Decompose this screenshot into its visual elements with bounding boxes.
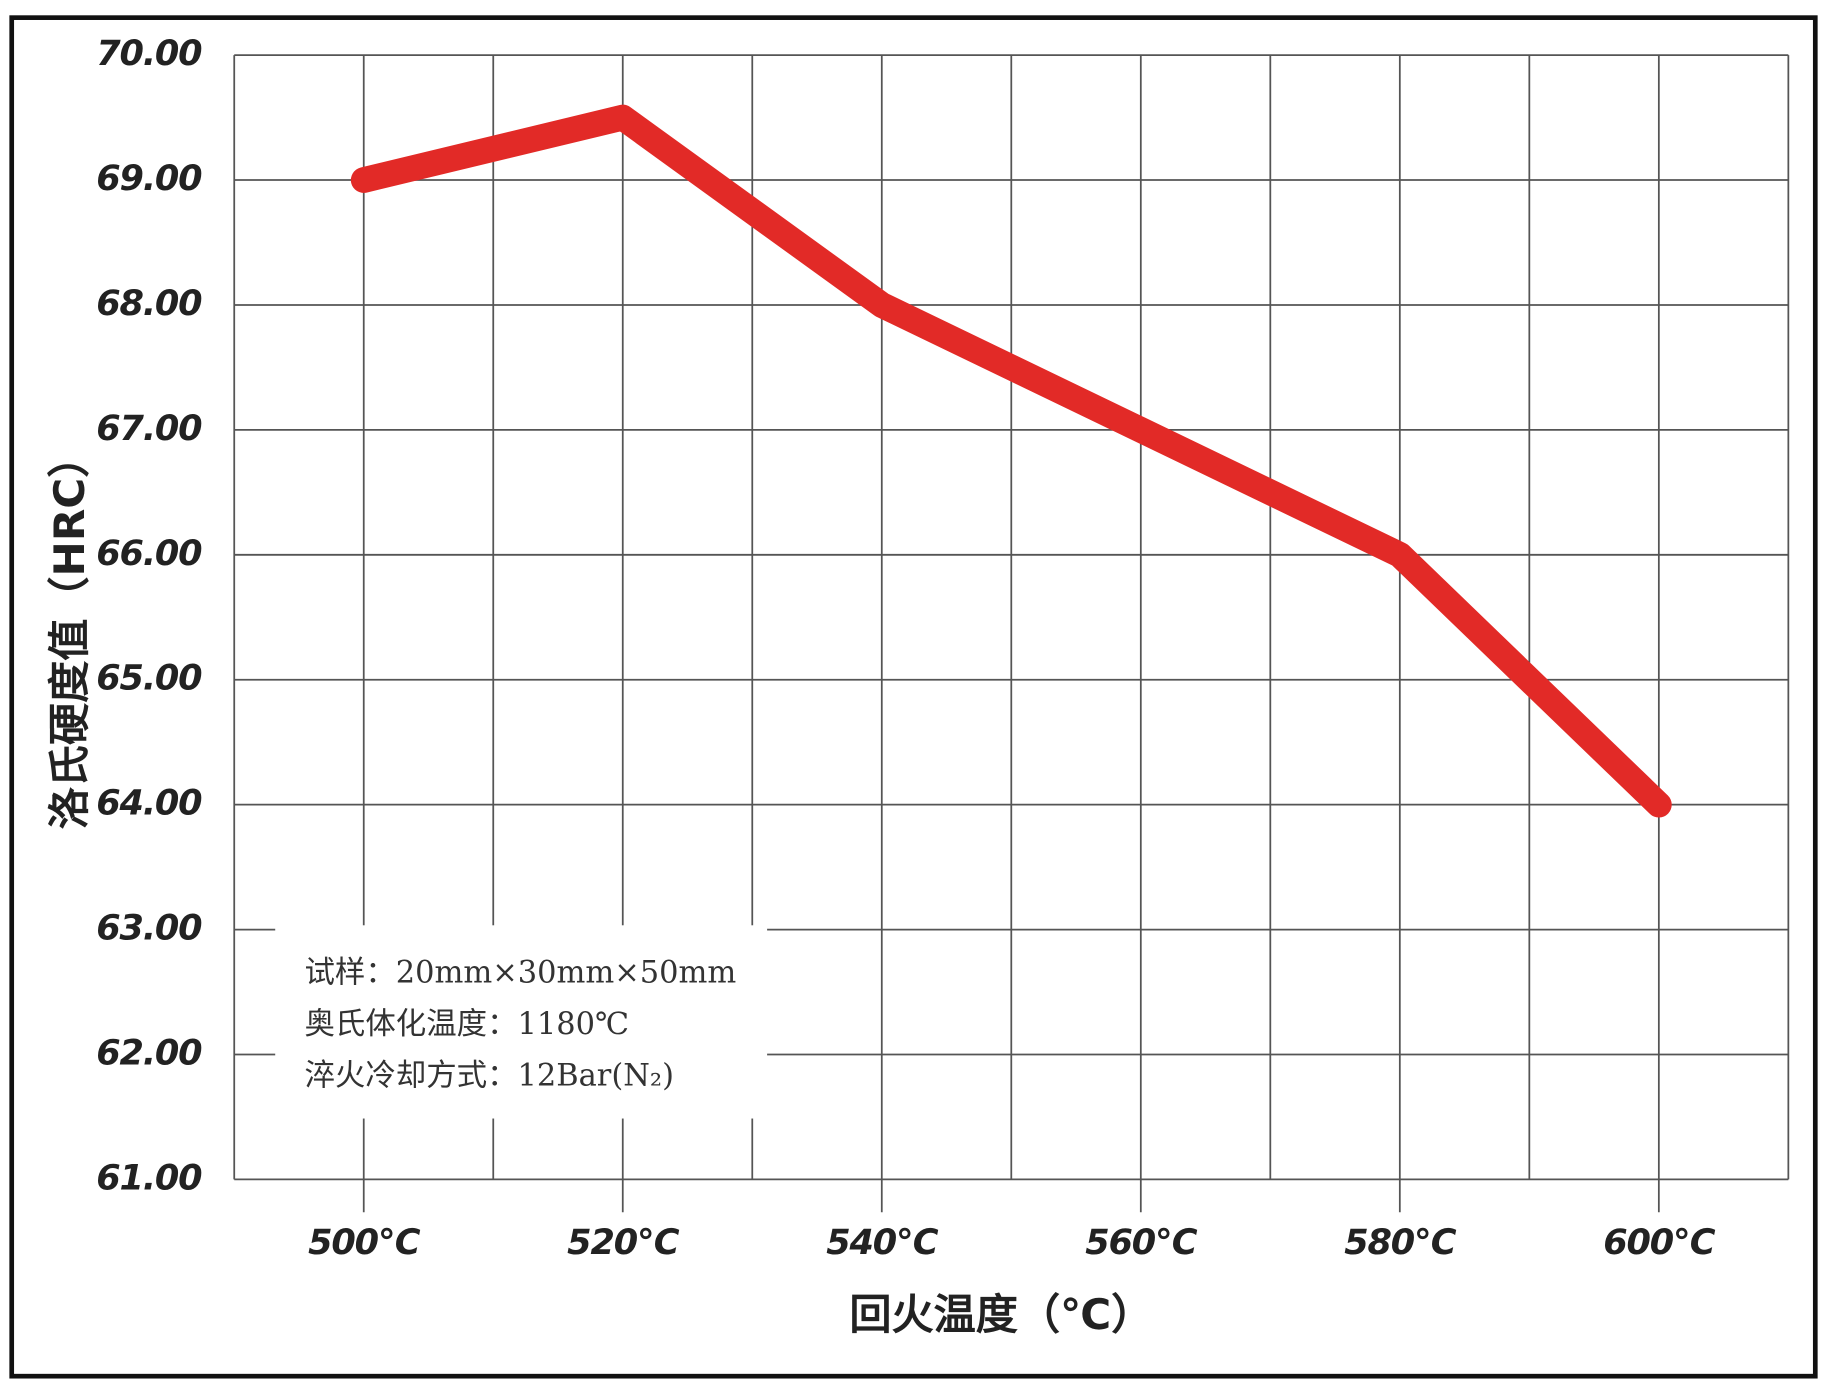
x-tick-label: 520℃ <box>567 1222 680 1263</box>
y-tick-label: 65.00 <box>96 658 202 699</box>
frame <box>9 15 1818 1379</box>
y-tick-label: 69.00 <box>96 158 202 199</box>
y-tick-label: 63.00 <box>96 908 202 949</box>
y-tick-label: 66.00 <box>96 533 202 574</box>
x-tick-label: 500℃ <box>308 1222 421 1263</box>
annotation: 奥氏体化温度：1180℃ <box>305 1007 630 1042</box>
x-tick-label: 560℃ <box>1085 1222 1198 1263</box>
annotation-box <box>275 925 768 1119</box>
line <box>350 104 1672 818</box>
y-tick-label: 61.00 <box>96 1157 202 1198</box>
y-tick-label: 64.00 <box>96 783 202 824</box>
y-axis-title: 洛氏硬度值（HRC） <box>45 436 94 830</box>
y-tick-label: 68.00 <box>96 283 202 324</box>
grid <box>233 54 1790 1213</box>
y-tick-label: 62.00 <box>96 1033 202 1074</box>
y-tick-label: 67.00 <box>96 408 202 449</box>
annotations: 试样：20mm×30mm×50mm 奥氏体化温度：1180℃ 淬火冷却方式：12Ba… <box>305 955 737 1093</box>
x-axis-title: 回火温度（℃） <box>849 1290 1153 1339</box>
annotation: 试样：20mm×30mm×50mm <box>305 955 737 990</box>
labels: 61.00 62.00 63.00 64.00 65.00 66.00 67.00 68.00… <box>96 33 1717 1263</box>
annotation: 淬火冷却方式：12Bar(N₂) <box>305 1059 674 1094</box>
x-tick-label: 540℃ <box>826 1222 939 1263</box>
x-tick-label: 580℃ <box>1344 1222 1457 1263</box>
marks <box>350 104 1672 818</box>
y-tick-label: 70.00 <box>96 33 202 74</box>
x-tick-label: 600℃ <box>1603 1222 1716 1263</box>
